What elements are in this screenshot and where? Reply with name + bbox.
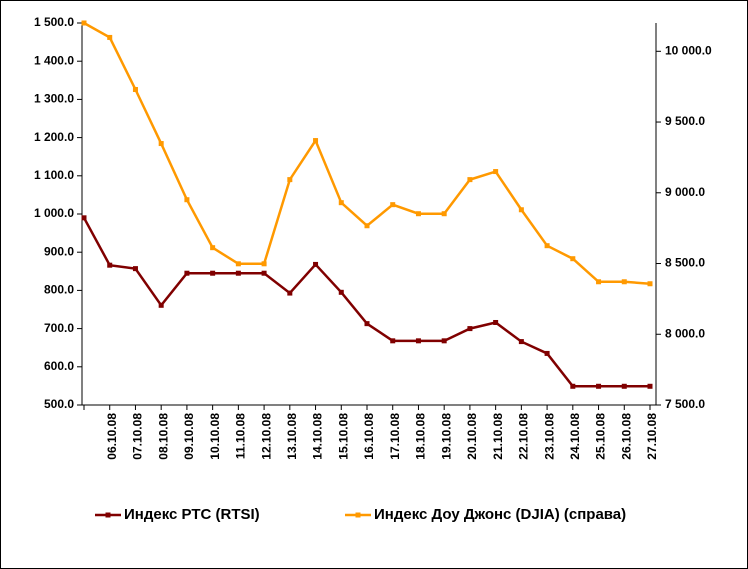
y-tick-label: 500.0: [44, 397, 74, 411]
x-tick-label: 17.10.08: [388, 413, 402, 460]
x-tick-label: 15.10.08: [336, 413, 350, 460]
point-marker: [570, 383, 576, 389]
point-marker: [467, 177, 473, 183]
x-tick-label: 14.10.08: [311, 413, 325, 460]
point-marker: [338, 200, 344, 206]
y-tick-label: 1 100.0: [34, 168, 74, 182]
point-marker: [518, 207, 524, 213]
point-marker: [415, 211, 421, 217]
x-tick-label: 20.10.08: [465, 413, 479, 460]
y-tick-label: 600.0: [44, 359, 74, 373]
y-tick-label: 1 200.0: [34, 130, 74, 144]
point-marker: [261, 270, 267, 276]
point-marker: [287, 290, 293, 296]
x-tick-label: 07.10.08: [131, 413, 145, 460]
y-tick-label: 800.0: [44, 283, 74, 297]
point-marker: [184, 197, 190, 203]
point-marker: [184, 270, 190, 276]
point-marker: [313, 261, 319, 267]
x-tick-label: 08.10.08: [156, 413, 170, 460]
point-marker: [544, 243, 550, 249]
x-tick-label: 16.10.08: [362, 413, 376, 460]
point-marker: [132, 266, 138, 272]
point-marker: [390, 338, 396, 344]
point-marker: [441, 338, 447, 344]
y2-tick-label: 8 500.0: [665, 256, 705, 270]
x-tick-label: 23.10.08: [542, 413, 556, 460]
point-marker: [81, 20, 87, 26]
x-tick-label: 24.10.08: [568, 413, 582, 460]
point-marker: [210, 270, 216, 276]
y-tick-label: 1 500.0: [34, 15, 74, 29]
point-marker: [621, 383, 627, 389]
y2-tick-label: 9 000.0: [665, 185, 705, 199]
y2-tick-label: 7 500.0: [665, 397, 705, 411]
x-tick-label: 13.10.08: [285, 413, 299, 460]
point-marker: [493, 169, 499, 175]
point-marker: [235, 270, 241, 276]
x-tick-label: 18.10.08: [414, 413, 428, 460]
point-marker: [313, 138, 319, 144]
y-tick-label: 700.0: [44, 321, 74, 335]
y2-tick-label: 8 000.0: [665, 326, 705, 340]
y2-tick-label: 9 500.0: [665, 114, 705, 128]
point-marker: [518, 339, 524, 345]
x-tick-label: 21.10.08: [491, 413, 505, 460]
legend-marker: [105, 512, 111, 518]
point-marker: [287, 177, 293, 183]
point-marker: [570, 256, 576, 262]
point-marker: [338, 289, 344, 295]
point-marker: [235, 261, 241, 267]
y-tick-label: 1 400.0: [34, 53, 74, 67]
x-tick-label: 10.10.08: [208, 413, 222, 460]
point-marker: [441, 211, 447, 217]
point-marker: [107, 262, 113, 268]
legend-label: Индекс Доу Джонс (DJIA) (справа): [374, 506, 626, 523]
legend-label: Индекс РТС (RTSI): [124, 506, 260, 523]
y-tick-label: 1 300.0: [34, 92, 74, 106]
x-tick-label: 25.10.08: [594, 413, 608, 460]
point-marker: [621, 279, 627, 285]
x-tick-label: 09.10.08: [182, 413, 196, 460]
point-marker: [596, 279, 602, 285]
point-marker: [364, 321, 370, 327]
y-tick-label: 900.0: [44, 244, 74, 258]
x-tick-label: 27.10.08: [645, 413, 659, 460]
point-marker: [493, 319, 499, 325]
x-tick-label: 22.10.08: [517, 413, 531, 460]
point-marker: [81, 215, 87, 221]
point-marker: [107, 34, 113, 40]
point-marker: [364, 223, 370, 229]
point-marker: [261, 261, 267, 267]
y-tick-label: 1 000.0: [34, 206, 74, 220]
point-marker: [390, 202, 396, 208]
point-marker: [158, 141, 164, 147]
x-tick-label: 06.10.08: [105, 413, 119, 460]
point-marker: [415, 338, 421, 344]
point-marker: [647, 281, 653, 287]
y2-tick-label: 10 000.0: [665, 43, 712, 57]
point-marker: [210, 245, 216, 251]
x-tick-label: 11.10.08: [234, 413, 248, 459]
x-tick-label: 19.10.08: [439, 413, 453, 460]
point-marker: [132, 86, 138, 92]
x-tick-label: 26.10.08: [619, 413, 633, 460]
x-tick-label: 12.10.08: [259, 413, 273, 460]
point-marker: [596, 383, 602, 389]
point-marker: [647, 383, 653, 389]
point-marker: [544, 350, 550, 356]
point-marker: [158, 302, 164, 308]
point-marker: [467, 326, 473, 332]
legend-marker: [355, 512, 361, 518]
